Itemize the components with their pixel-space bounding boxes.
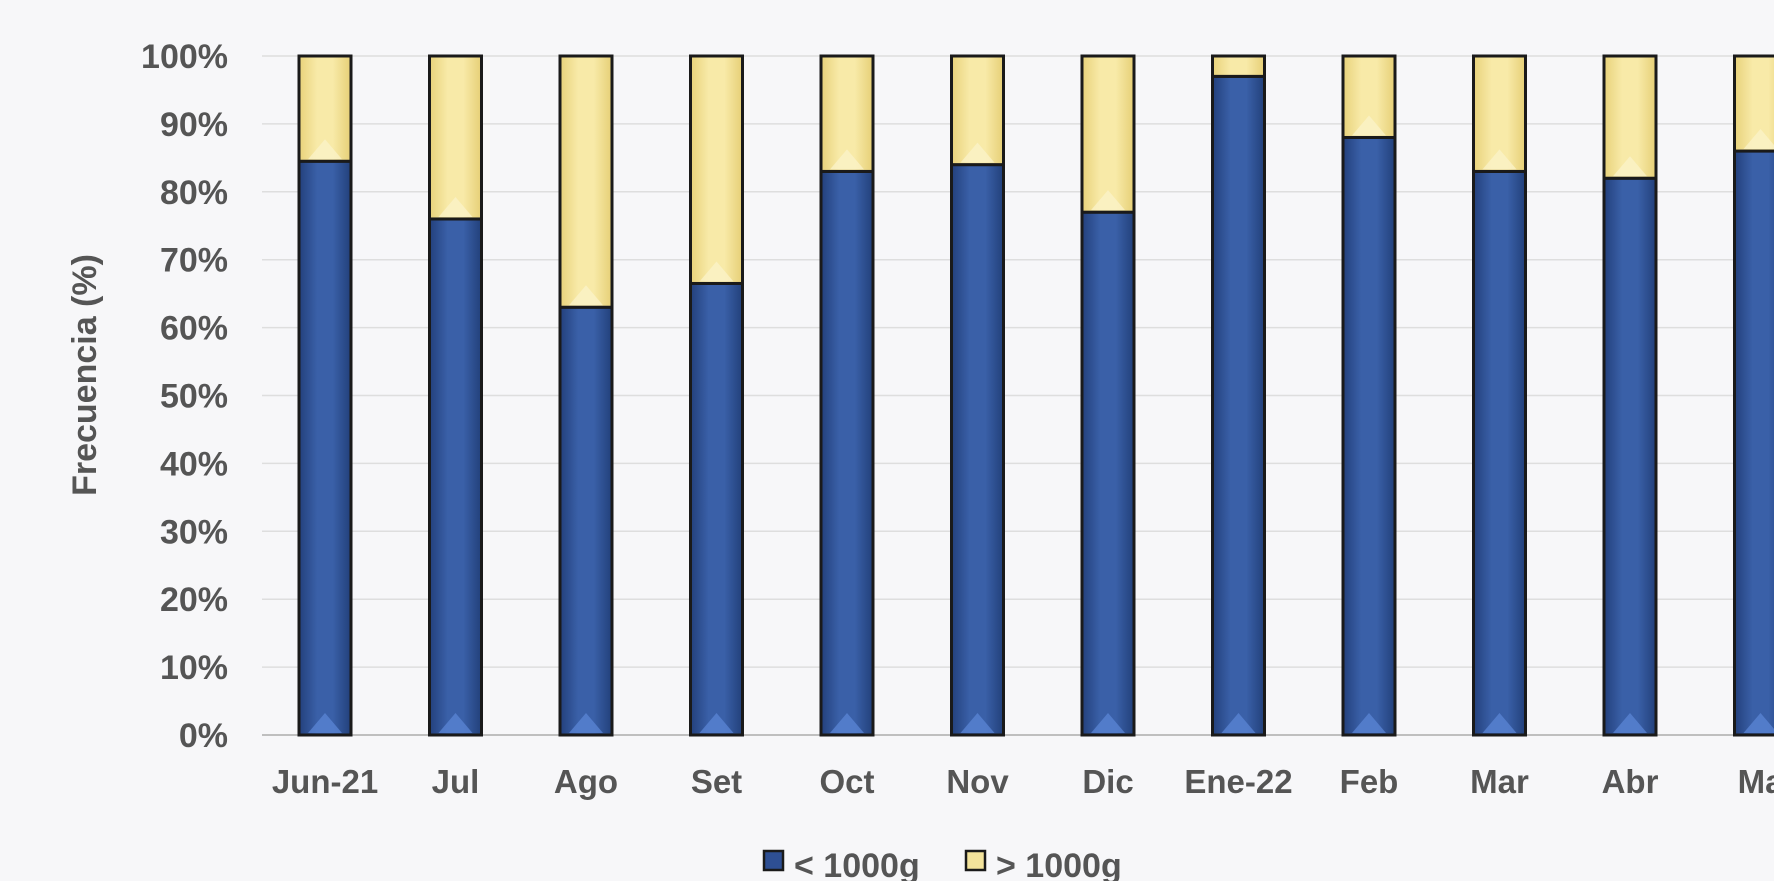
- x-category-label: Mar: [1470, 763, 1529, 800]
- bar-segment: [1211, 74, 1266, 737]
- y-tick-label: 60%: [160, 310, 228, 348]
- bar-highlight: [830, 713, 864, 733]
- bar-highlight: [960, 713, 995, 733]
- bar-segment: [428, 217, 483, 737]
- gridlines: [262, 55, 1774, 736]
- bar-stack: [819, 54, 875, 737]
- x-category-label: Abr: [1602, 763, 1659, 800]
- legend-item: > 1000g: [964, 847, 1122, 881]
- y-tick-label: 40%: [160, 445, 228, 483]
- y-axis-label: Frecuencia (%): [66, 254, 104, 496]
- x-category-label: Set: [691, 763, 742, 800]
- x-category-label: Dic: [1082, 763, 1133, 800]
- y-tick-label: 70%: [160, 242, 228, 280]
- bar-segment: [950, 163, 1005, 737]
- bar-stack: [1733, 54, 1774, 737]
- bar-segment: [689, 281, 744, 737]
- bar-highlight: [1091, 713, 1125, 733]
- x-category-label: Jul: [432, 763, 480, 800]
- x-category-label: Ago: [554, 763, 618, 800]
- bar-highlight: [438, 713, 473, 733]
- bar-segment: [1733, 149, 1774, 737]
- y-tick-label: 90%: [160, 106, 228, 144]
- bar-segment: [1602, 176, 1658, 737]
- x-category-label: Nov: [946, 763, 1009, 800]
- bar-segment: [297, 159, 353, 737]
- y-tick-label: 10%: [160, 649, 228, 687]
- bar-highlight: [1352, 713, 1386, 733]
- bar-segment: [1341, 135, 1397, 737]
- bar-highlight: [1613, 713, 1647, 733]
- y-tick-label: 50%: [160, 378, 228, 416]
- bar-stack: [1211, 54, 1266, 737]
- legend-swatch: [762, 849, 785, 872]
- bar-segment: [1211, 54, 1266, 78]
- bar-stack: [297, 54, 353, 737]
- bar-highlight: [830, 149, 864, 170]
- bar-segment: [1472, 169, 1527, 737]
- bar-stack: [950, 54, 1005, 737]
- bar-highlight: [569, 713, 603, 733]
- bar-segment: [558, 305, 614, 737]
- x-axis-categories: Jun-21 Jul Ago Set Oct Nov Dic Ene-22 Feb Mar Abr M…: [272, 763, 1774, 800]
- bar-segment: [689, 54, 744, 285]
- bars: [297, 54, 1774, 737]
- bar-highlight: [308, 713, 342, 733]
- bar-stack: [1602, 54, 1658, 737]
- bar-segment: [1080, 54, 1136, 214]
- bar-highlight: [1743, 713, 1774, 733]
- bar-highlight: [1613, 156, 1647, 177]
- legend: < 1000g > 1000g: [762, 847, 1122, 881]
- bar-stack: [1080, 54, 1136, 737]
- bar-stack: [689, 54, 744, 737]
- x-category-label: Feb: [1340, 763, 1399, 800]
- bar-highlight: [699, 713, 734, 733]
- bar-highlight: [699, 261, 734, 282]
- legend-item: < 1000g: [762, 847, 920, 881]
- bar-segment: [1733, 54, 1774, 153]
- bar-highlight: [308, 139, 342, 160]
- legend-swatch: [964, 849, 987, 872]
- bar-highlight: [1743, 129, 1774, 150]
- y-tick-label: 30%: [160, 513, 228, 551]
- bar-stack: [1341, 54, 1397, 737]
- bar-stack: [428, 54, 483, 737]
- x-category-label: Oct: [819, 763, 874, 800]
- bar-highlight: [960, 142, 995, 163]
- bar-highlight: [1091, 190, 1125, 211]
- bar-segment: [558, 54, 614, 309]
- bar-stack: [1472, 54, 1527, 737]
- bar-segment: [819, 169, 875, 737]
- legend-label: > 1000g: [996, 847, 1122, 881]
- bar-highlight: [438, 196, 473, 217]
- y-tick-label: 20%: [160, 581, 228, 619]
- legend-label: < 1000g: [794, 847, 920, 881]
- bar-segment: [428, 54, 483, 221]
- bar-highlight: [1352, 115, 1386, 136]
- y-tick-label: 100%: [141, 38, 228, 76]
- bar-highlight: [569, 285, 603, 306]
- y-axis-ticks: 0% 10% 20% 30% 40% 50% 60% 70% 80% 90% 100%: [141, 38, 228, 755]
- bar-segment: [1080, 210, 1136, 737]
- x-category-label: Jun-21: [272, 763, 378, 800]
- x-category-label: Ene-22: [1184, 763, 1292, 800]
- y-tick-label: 0%: [179, 717, 228, 755]
- bar-stack: [558, 54, 614, 737]
- x-category-label: Ma: [1738, 763, 1774, 800]
- bar-highlight: [1221, 713, 1256, 733]
- bar-highlight: [1482, 713, 1517, 733]
- bar-highlight: [1482, 149, 1517, 170]
- y-tick-label: 80%: [160, 174, 228, 212]
